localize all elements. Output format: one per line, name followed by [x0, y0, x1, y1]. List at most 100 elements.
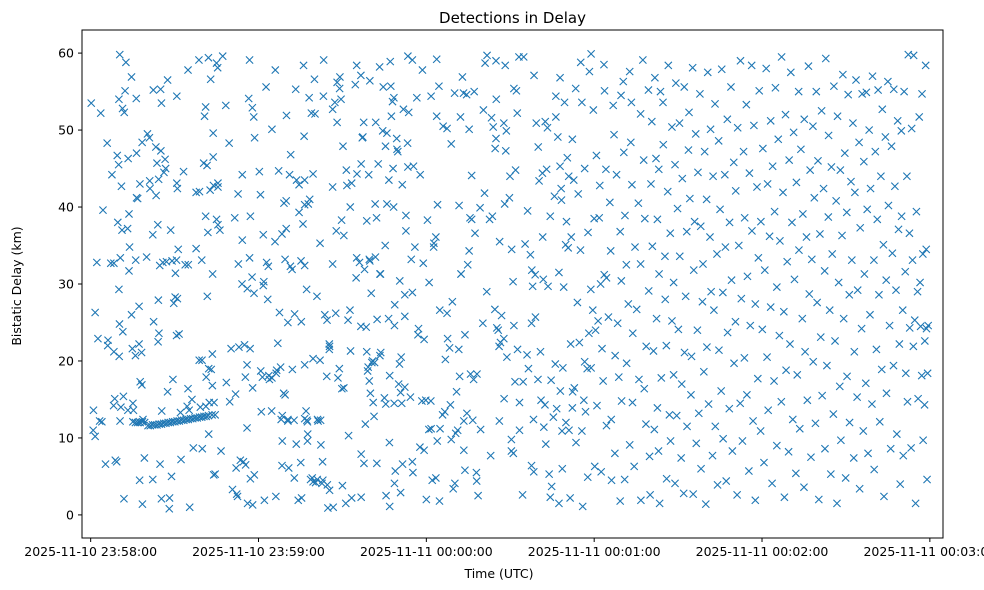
detection-marker: [716, 205, 725, 214]
detection-marker: [258, 373, 267, 382]
detection-marker: [264, 262, 273, 271]
detection-marker: [472, 477, 481, 486]
detection-marker: [671, 160, 680, 169]
detection-marker: [339, 231, 348, 240]
detection-marker: [366, 389, 375, 398]
detection-marker: [795, 424, 804, 433]
detection-marker: [655, 499, 664, 508]
detection-marker: [153, 220, 162, 229]
detection-marker: [824, 213, 833, 222]
detection-marker: [441, 355, 450, 364]
y-axis-ticks: 0 10 20 30 40 50 60: [58, 46, 82, 522]
detection-marker: [909, 51, 918, 60]
detection-marker: [779, 188, 787, 197]
detection-marker: [117, 182, 126, 191]
detection-marker: [185, 406, 194, 415]
detection-marker: [682, 227, 691, 236]
detection-marker: [584, 228, 593, 237]
detection-marker: [288, 265, 297, 274]
detection-marker: [457, 270, 466, 278]
detection-marker: [770, 207, 779, 216]
detection-marker: [622, 260, 631, 269]
detection-marker: [116, 417, 125, 425]
detection-marker: [407, 255, 416, 264]
detection-marker: [371, 199, 380, 208]
detection-marker: [519, 377, 528, 386]
detection-marker: [119, 392, 128, 401]
detection-marker: [365, 376, 374, 385]
detection-marker: [779, 307, 788, 316]
detection-marker: [184, 384, 193, 393]
detection-marker: [784, 447, 793, 456]
detection-marker: [184, 66, 193, 75]
detection-marker: [607, 415, 616, 424]
detection-marker: [653, 403, 662, 412]
detection-marker: [763, 353, 772, 362]
detection-marker: [755, 86, 764, 95]
detection-marker: [230, 213, 239, 222]
detection-marker: [578, 502, 587, 511]
detection-marker: [532, 119, 541, 128]
detection-marker: [634, 375, 643, 384]
detection-marker: [177, 455, 186, 464]
detection-marker: [443, 334, 452, 343]
detection-marker: [352, 169, 361, 178]
detection-marker: [250, 470, 259, 479]
detection-marker: [486, 451, 495, 460]
detection-marker: [96, 109, 105, 118]
detection-marker: [920, 400, 929, 409]
detection-marker: [401, 226, 410, 235]
detection-marker: [599, 376, 608, 385]
detection-marker: [790, 275, 799, 284]
detection-marker: [387, 112, 396, 121]
detection-marker: [500, 199, 509, 208]
detection-marker: [248, 273, 257, 282]
detection-marker: [204, 430, 213, 439]
detection-marker: [813, 298, 822, 307]
detection-marker: [337, 384, 346, 393]
detection-marker: [97, 417, 106, 426]
detection-marker: [248, 103, 257, 112]
detection-marker: [375, 351, 384, 360]
detection-marker: [679, 489, 688, 498]
detection-marker: [316, 239, 325, 248]
detection-marker: [879, 240, 888, 249]
detection-marker: [832, 499, 841, 508]
detection-marker: [850, 188, 859, 197]
detection-marker: [183, 402, 192, 411]
detection-marker: [921, 61, 930, 70]
detection-marker: [859, 157, 868, 166]
detection-marker: [379, 82, 388, 91]
detection-marker: [538, 233, 547, 242]
detection-marker: [365, 256, 374, 265]
detection-marker: [487, 113, 496, 122]
detection-marker: [369, 398, 378, 407]
detection-marker: [330, 98, 339, 107]
detection-marker: [138, 415, 147, 424]
detection-marker: [408, 457, 417, 466]
detection-marker: [337, 216, 346, 225]
detection-marker: [295, 208, 304, 217]
detection-marker: [589, 106, 598, 115]
detection-marker: [409, 162, 418, 171]
detection-marker: [357, 493, 366, 502]
detection-marker: [133, 194, 142, 203]
detection-marker: [669, 370, 678, 379]
detection-marker: [290, 416, 299, 425]
detection-marker: [406, 393, 415, 402]
detection-marker: [185, 503, 194, 512]
detection-marker: [875, 417, 884, 426]
detection-marker: [704, 400, 713, 409]
detection-marker: [259, 230, 268, 239]
detection-marker: [645, 452, 654, 461]
detection-marker: [871, 147, 880, 156]
detection-marker: [148, 475, 157, 484]
detection-marker: [109, 401, 118, 410]
detection-marker: [884, 201, 893, 210]
detection-marker: [675, 119, 684, 128]
detection-marker: [912, 207, 921, 216]
detection-marker: [527, 461, 536, 470]
detection-marker: [696, 222, 705, 231]
detection-marker: [357, 450, 366, 459]
detection-marker: [234, 259, 243, 268]
